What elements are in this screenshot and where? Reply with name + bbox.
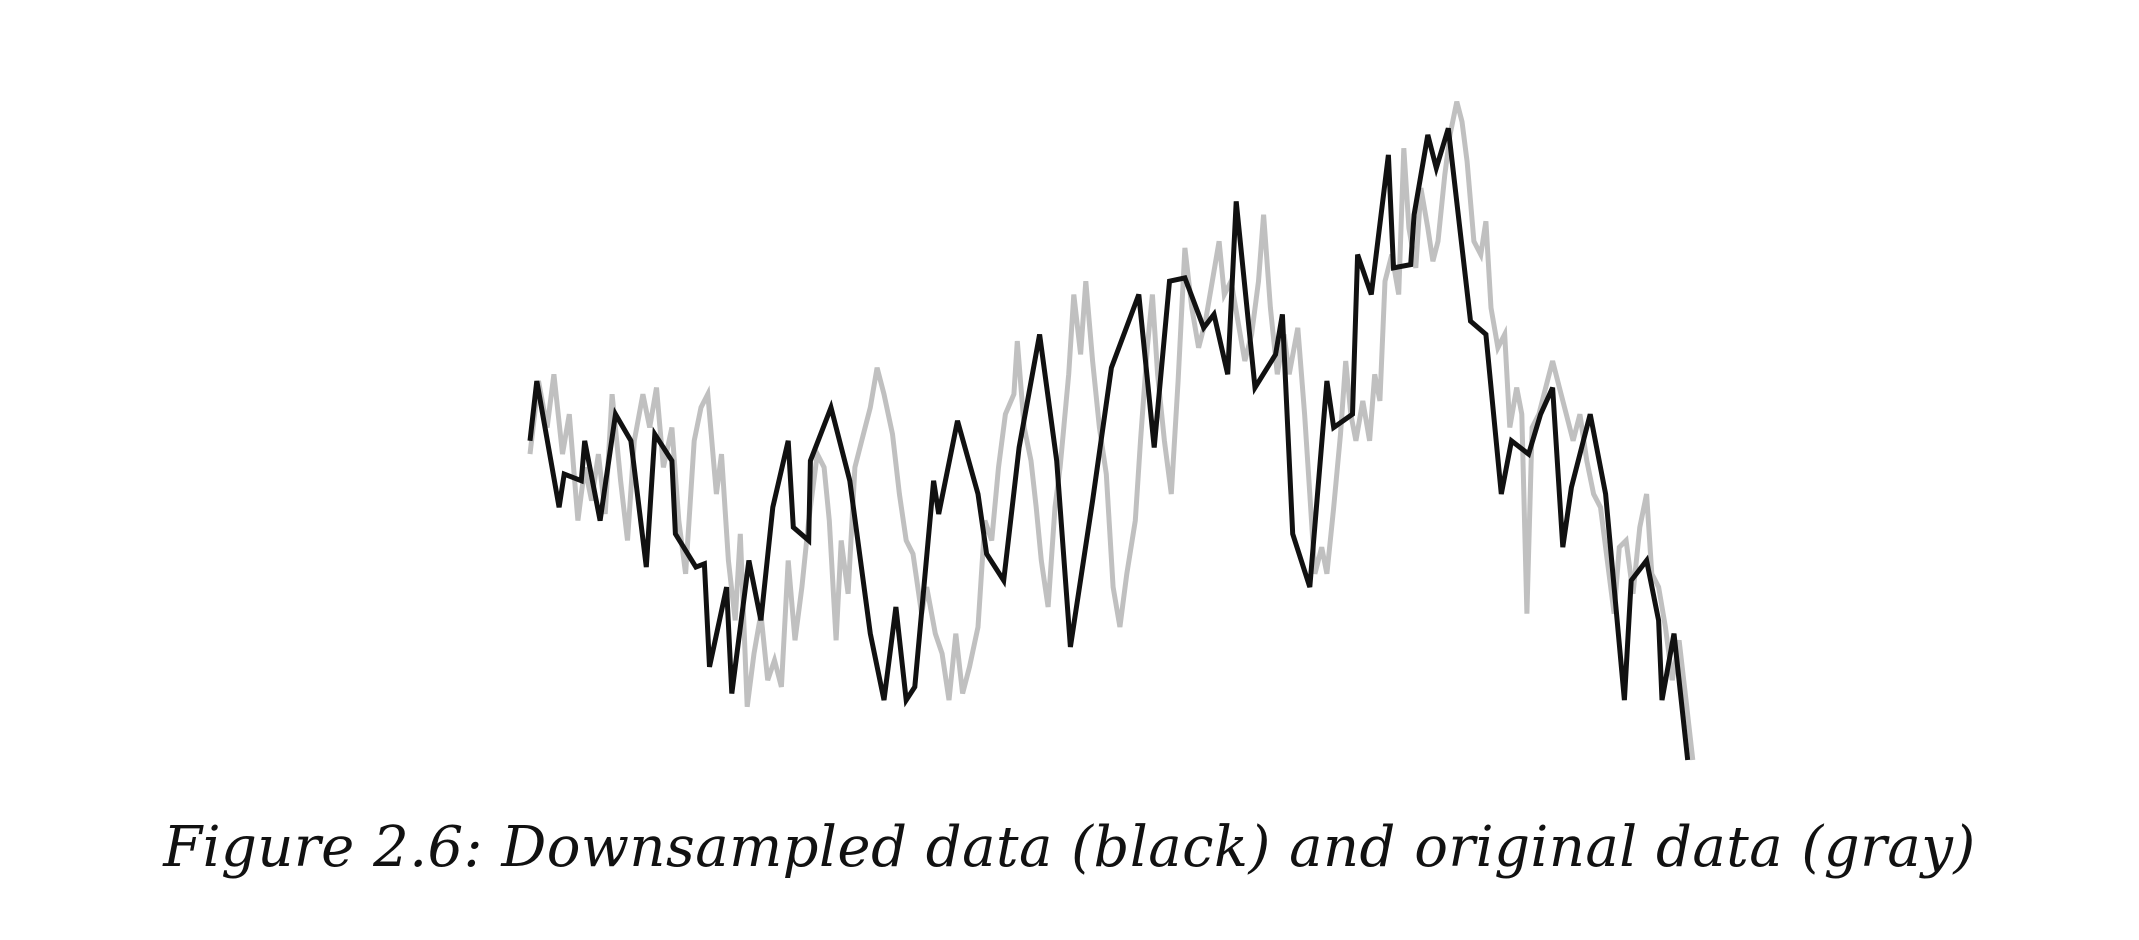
figure-caption: Figure 2.6: Downsampled data (black) and… xyxy=(163,815,1976,880)
plot-area xyxy=(527,100,1696,761)
original-data-line xyxy=(527,100,1696,761)
downsampled-data-line xyxy=(527,127,1691,761)
